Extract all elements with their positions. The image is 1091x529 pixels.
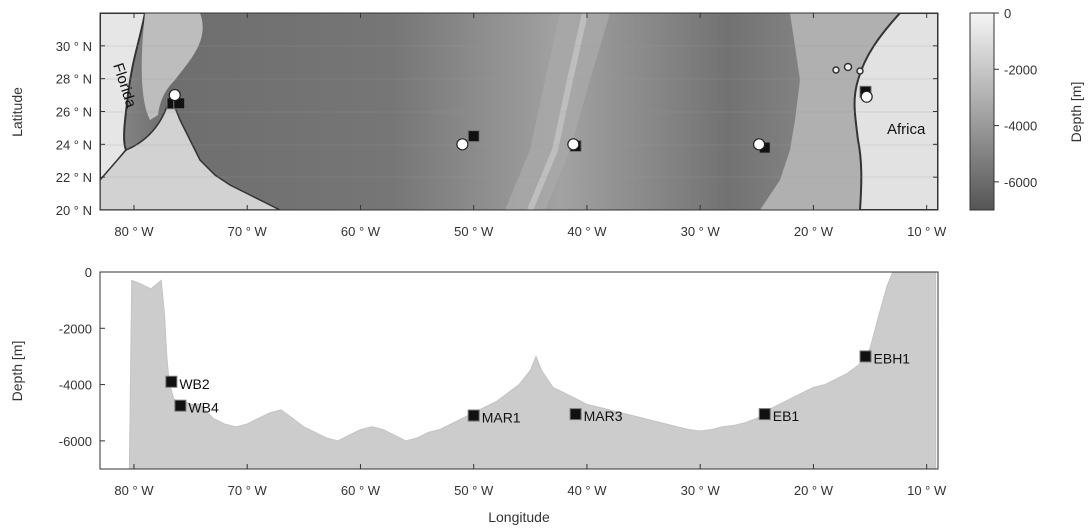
colorbar-tick-label: -6000: [1004, 175, 1037, 190]
map-x-tick-label: 60 ° W: [341, 224, 381, 239]
profile-station-marker: [859, 350, 872, 363]
map-x-tick-label: 30 ° W: [681, 224, 721, 239]
map-label-africa: Africa: [887, 121, 926, 138]
profile-x-tick-label: 20 ° W: [794, 483, 834, 498]
profile-station-marker: [174, 399, 187, 412]
profile-y-tick-label: -2000: [59, 321, 92, 336]
profile-station-markers: WB2 WB4 MAR1 MAR3 EB1 EBH1: [165, 350, 911, 426]
map-x-tick-label: 80 ° W: [114, 224, 154, 239]
map-station-circle-marker: [752, 138, 766, 151]
profile-station-label: EB1: [773, 408, 800, 424]
map-y-tick-label: 30 ° N: [56, 39, 92, 54]
map-y-tick-label: 24 ° N: [56, 137, 92, 152]
profile-x-tick-label: 40 ° W: [567, 483, 607, 498]
profile-station-marker: [467, 409, 480, 422]
colorbar-tick-label: -4000: [1004, 119, 1037, 134]
africa-landmass: [853, 13, 938, 210]
canary-island: [832, 66, 840, 74]
profile-station-label: MAR3: [584, 408, 623, 424]
colorbar-tick-label: 0: [1004, 6, 1011, 21]
map-station-circle-marker: [456, 138, 469, 151]
depth-profile-panel: WB2 WB4 MAR1 MAR3 EB1 EBH1 80 ° W 70 ° W 60 ° W…: [9, 265, 947, 525]
profile-station-label: WB2: [179, 376, 210, 392]
map-y-tick-label: 28 ° N: [56, 72, 92, 87]
profile-y-tick-label: -4000: [59, 378, 92, 393]
profile-x-axis-title: Longitude: [488, 509, 550, 525]
profile-station-marker: [165, 375, 178, 388]
profile-x-tick-label: 80 ° W: [114, 483, 154, 498]
map-grid: [100, 45, 938, 178]
colorbar-tick-label: -2000: [1004, 62, 1037, 77]
map-terrain: [100, 13, 938, 210]
profile-station-marker: [758, 408, 771, 421]
colorbar-ticks: 0 -2000 -4000 -6000: [994, 6, 1037, 190]
map-y-tick-label: 20 ° N: [56, 203, 92, 218]
map-x-tick-label: 40 ° W: [567, 224, 607, 239]
colorbar-title: Depth [m]: [1068, 82, 1084, 143]
map-x-tick-label: 50 ° W: [454, 224, 494, 239]
profile-y-tick-label: 0: [85, 265, 92, 280]
canary-island: [843, 62, 853, 72]
profile-x-tick-label: 70 ° W: [228, 483, 268, 498]
profile-y-axis-title: Depth [m]: [9, 341, 25, 402]
profile-y-axis: 0 -2000 -4000 -6000: [59, 265, 105, 449]
map-x-axis: 80 ° W 70 ° W 60 ° W 50 ° W 40 ° W 30 ° W 20 °…: [114, 13, 947, 239]
profile-x-tick-label: 10 ° W: [907, 483, 947, 498]
map-station-circle-marker: [567, 138, 580, 151]
map-y-axis: 20 ° N 22 ° N 24 ° N 26 ° N 28 ° N 30 ° N: [56, 39, 938, 218]
profile-x-tick-label: 30 ° W: [681, 483, 721, 498]
profile-station-label: WB4: [188, 400, 219, 416]
profile-y-tick-label: -6000: [59, 434, 92, 449]
map-station-circle-marker: [860, 90, 873, 103]
map-y-tick-label: 26 ° N: [56, 105, 92, 120]
map-x-tick-label: 20 ° W: [794, 224, 834, 239]
map-station-circle-marker: [168, 88, 181, 102]
profile-x-tick-label: 60 ° W: [341, 483, 381, 498]
profile-station-label: EBH1: [874, 350, 911, 366]
map-station-square-marker: [467, 130, 480, 143]
profile-station-marker: [569, 408, 582, 421]
mid-atlantic-ridge: [505, 13, 610, 210]
map-y-axis-title: Latitude: [9, 87, 25, 137]
map-station-markers: [166, 85, 873, 154]
ridge-crest: [527, 13, 588, 210]
profile-frame: [99, 271, 939, 470]
depth-colorbar: 0 -2000 -4000 -6000 Depth [m]: [969, 6, 1084, 211]
gulf-region: [141, 13, 203, 120]
profile-station-label: MAR1: [482, 410, 521, 426]
colorbar-gradient: [969, 12, 995, 211]
profile-x-tick-label: 50 ° W: [454, 483, 494, 498]
map-x-tick-label: 70 ° W: [228, 224, 268, 239]
profile-x-axis: 80 ° W 70 ° W 60 ° W 50 ° W 40 ° W 30 ° W 20 °…: [114, 464, 947, 498]
bathymetry-area: [100, 272, 937, 469]
map-x-tick-label: 10 ° W: [907, 224, 947, 239]
canary-island: [856, 67, 864, 75]
map-y-tick-label: 22 ° N: [56, 170, 92, 185]
